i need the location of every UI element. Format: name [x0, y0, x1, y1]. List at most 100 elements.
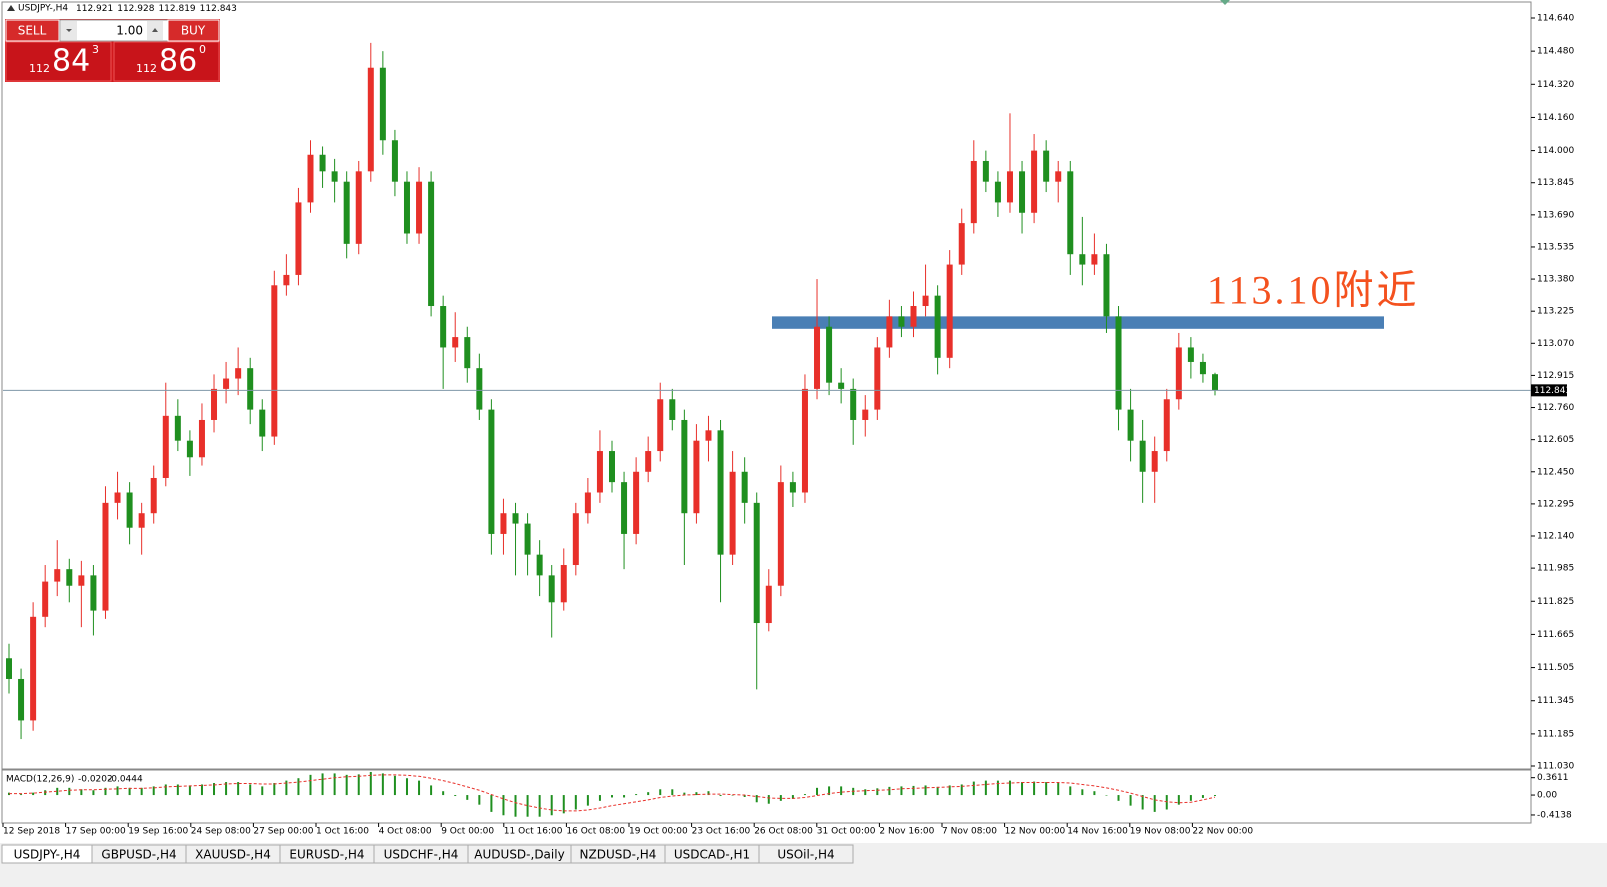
- tab-label[interactable]: USDCHF-,H4: [384, 848, 459, 862]
- macd-bar: [140, 787, 143, 796]
- y-tick-label: 112.450: [1537, 467, 1574, 477]
- bid-box[interactable]: [5, 41, 112, 82]
- candle-body: [138, 513, 145, 528]
- x-tick-label: 14 Nov 16:00: [1067, 827, 1128, 837]
- macd-bar: [32, 792, 35, 796]
- candle-body: [886, 316, 893, 348]
- y-tick-label: 112.915: [1537, 371, 1574, 381]
- y-tick-label: 113.690: [1537, 210, 1574, 220]
- macd-bar: [502, 795, 505, 816]
- macd-bar: [188, 785, 191, 796]
- candle-body: [391, 140, 398, 182]
- candle-body: [1091, 254, 1098, 265]
- candle-body: [78, 575, 85, 586]
- ohlc-value: 112.819: [158, 4, 195, 14]
- candle-body: [1115, 316, 1122, 410]
- x-tick-label: 19 Nov 08:00: [1130, 827, 1191, 837]
- candle-body: [633, 471, 640, 534]
- buy-button[interactable]: [167, 19, 220, 42]
- macd-bar: [261, 786, 264, 796]
- ask-big: 112: [136, 62, 157, 75]
- tab[interactable]: [758, 844, 854, 864]
- candle-body: [1055, 171, 1062, 182]
- macd-bar: [285, 780, 288, 796]
- candle-body: [1067, 171, 1074, 255]
- y-tick-label: 114.000: [1537, 146, 1574, 156]
- x-tick-label: 26 Oct 08:00: [754, 827, 813, 837]
- macd-bar: [490, 795, 493, 812]
- macd-bar: [164, 784, 167, 796]
- tab-label[interactable]: EURUSD-,H4: [289, 848, 364, 862]
- tab-label[interactable]: USDJPY-,H4: [14, 848, 81, 862]
- macd-bar: [1057, 783, 1060, 796]
- candle-body: [741, 471, 748, 503]
- candle-body: [1199, 361, 1206, 375]
- signal-value: -0.0444: [108, 775, 143, 785]
- tab-label[interactable]: NZDUSD-,H4: [580, 848, 657, 862]
- macd-bar: [840, 786, 843, 796]
- candle-body: [247, 368, 254, 410]
- macd-bar: [56, 787, 59, 796]
- macd-bar: [888, 786, 891, 796]
- candle-body: [548, 575, 555, 603]
- candle-body: [934, 295, 941, 358]
- candle-body: [753, 502, 760, 624]
- candle-body: [536, 554, 543, 576]
- y-tick-label: 111.505: [1537, 663, 1574, 673]
- macd-frame: [1, 769, 1532, 824]
- lot-value[interactable]: 1.00: [116, 24, 143, 38]
- y-tick-label: 113.845: [1537, 178, 1574, 188]
- candle-body: [717, 430, 724, 555]
- tab-label[interactable]: USDCAD-,H1: [674, 848, 750, 862]
- macd-bar: [454, 795, 457, 797]
- chart-icon: [7, 5, 15, 11]
- tab-label[interactable]: XAUUSD-,H4: [195, 848, 271, 862]
- candle-body: [102, 502, 109, 611]
- candle-body: [1212, 374, 1218, 391]
- candle-body: [512, 513, 519, 524]
- macd-bar: [176, 784, 179, 796]
- y-tick-label: 111.825: [1537, 597, 1574, 607]
- candle-body: [1031, 150, 1038, 213]
- candle-body: [162, 415, 169, 478]
- macd-bar: [755, 795, 758, 803]
- candle-body: [464, 337, 471, 369]
- macd-bar: [200, 784, 203, 796]
- y-tick-label: 114.640: [1537, 14, 1574, 24]
- candle-body: [572, 513, 579, 566]
- candle-body: [693, 440, 700, 514]
- macd-bar: [1153, 795, 1156, 812]
- macd-bar: [249, 784, 252, 796]
- y-tick-label: 112.605: [1537, 435, 1574, 445]
- candle-body: [1127, 409, 1134, 441]
- macd-bar: [876, 788, 879, 796]
- candle-body: [946, 264, 953, 358]
- candle-body: [211, 388, 218, 420]
- macd-bar: [381, 773, 384, 796]
- x-tick-label: 7 Nov 08:00: [942, 827, 997, 837]
- sell-label[interactable]: SELL: [18, 24, 47, 38]
- candle-body: [66, 569, 73, 586]
- macd-bar: [273, 783, 276, 796]
- candle-body: [584, 492, 591, 514]
- sell-button[interactable]: [5, 19, 60, 42]
- candle-body: [524, 523, 531, 555]
- macd-bar: [550, 795, 553, 816]
- y-tick-label: 112.760: [1537, 403, 1574, 413]
- tab-label[interactable]: GBPUSD-,H4: [101, 848, 176, 862]
- macd-bar: [128, 787, 131, 796]
- ohlc-value: 112.921: [76, 4, 113, 14]
- macd-bar: [321, 773, 324, 796]
- tab-label[interactable]: AUDUSD-,Daily: [474, 848, 564, 862]
- macd-bar: [574, 795, 577, 810]
- buy-label[interactable]: BUY: [181, 24, 206, 38]
- candle-body: [838, 382, 845, 389]
- macd-bar: [803, 794, 806, 796]
- tab-label[interactable]: USOil-,H4: [777, 848, 834, 862]
- candle-body: [307, 154, 314, 203]
- macd-bar: [1141, 795, 1144, 810]
- macd-bar: [635, 794, 638, 796]
- ask-box[interactable]: [113, 41, 220, 82]
- macd-bar: [1021, 782, 1024, 796]
